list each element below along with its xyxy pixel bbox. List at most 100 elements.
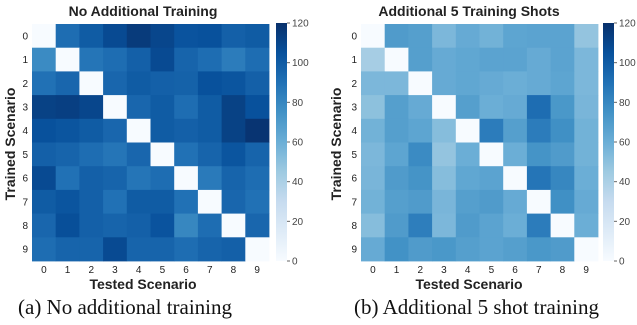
heatmap-cell (55, 47, 80, 72)
heatmap-cell (384, 213, 409, 238)
heatmap-cell (221, 166, 246, 191)
y-tick-label: 0 (22, 31, 28, 42)
heatmap-cell (197, 237, 222, 262)
heatmap-cell (55, 24, 80, 49)
heatmap-cell (455, 166, 480, 191)
x-tick-label: 4 (465, 265, 471, 276)
heatmap-cell (55, 189, 80, 214)
heatmap-cell (174, 166, 199, 191)
y-tick-label: 7 (351, 197, 357, 208)
x-tick-label: 0 (370, 265, 376, 276)
y-tick-label: 4 (351, 126, 357, 137)
heatmap-cell (384, 95, 409, 120)
x-axis-label: Tested Scenario (415, 276, 522, 292)
heatmap-cell (103, 47, 128, 72)
heatmap-cell (361, 24, 386, 49)
heatmap-cell (79, 95, 104, 120)
heatmap-cell (197, 166, 222, 191)
heatmap-cell (197, 189, 222, 214)
heatmap-cell (79, 118, 104, 143)
heatmap-cell (55, 237, 80, 262)
heatmap-panel-left: No Additional Training 0 1 2 3 4 5 6 7 8 9 0 1 2 3 4 5… (2, 3, 309, 292)
heatmap-cell (32, 24, 57, 49)
heatmap-cell (221, 237, 246, 262)
heatmap-cell (361, 47, 386, 72)
colorbar-ticks: 0 20 40 60 80 100 120 (614, 19, 636, 268)
heatmap-cell (103, 237, 128, 262)
colorbar-tick-label: 60 (619, 138, 631, 149)
heatmap-cell (150, 237, 175, 262)
colorbar-tick-label: 0 (619, 257, 625, 268)
heatmap-cell (574, 189, 599, 214)
heatmap-cell (245, 189, 270, 214)
heatmap-cell (103, 24, 128, 49)
heatmap-cell (526, 166, 551, 191)
heatmap-cell (526, 213, 551, 238)
colorbar: 0 20 40 60 80 100 120 (603, 19, 636, 268)
heatmap-cell (32, 213, 57, 238)
heatmap-cell (574, 118, 599, 143)
heatmap-cell (432, 24, 457, 49)
heatmap-cell (479, 237, 504, 262)
heatmap-cell (384, 189, 409, 214)
heatmap-cell (384, 71, 409, 96)
heatmap-cell (503, 118, 528, 143)
heatmap-cell (221, 118, 246, 143)
heatmap-cell (32, 118, 57, 143)
colorbar-tick-label: 40 (292, 177, 304, 188)
heatmap-cell (103, 189, 128, 214)
heatmap-cell (432, 118, 457, 143)
y-tick-label: 6 (351, 174, 357, 185)
heatmap-cells (32, 24, 270, 262)
heatmap-cell (32, 237, 57, 262)
heatmap-cell (126, 213, 151, 238)
heatmap-cell (221, 24, 246, 49)
heatmap-cell (479, 118, 504, 143)
heatmap-cell (455, 237, 480, 262)
heatmap-cell (126, 47, 151, 72)
heatmap-cell (550, 166, 575, 191)
colorbar-tick-label: 60 (292, 138, 304, 149)
heatmap-cell (361, 118, 386, 143)
heatmap-panel-right: Additional 5 Training Shots 0 1 2 3 4 5 6 7 8 9 0… (328, 3, 636, 292)
heatmap-cell (479, 189, 504, 214)
heatmap-cell (384, 118, 409, 143)
heatmap-cell (174, 47, 199, 72)
heatmap-cell (79, 47, 104, 72)
heatmap-cell (221, 189, 246, 214)
heatmap-cell (408, 166, 433, 191)
x-tick-label: 6 (512, 265, 518, 276)
heatmap-cell (174, 142, 199, 167)
heatmap-cell (503, 95, 528, 120)
x-tick-label: 5 (160, 265, 166, 276)
heatmap-cell (408, 95, 433, 120)
heatmap-cell (503, 47, 528, 72)
x-tick-label: 2 (88, 265, 94, 276)
heatmap-cell (126, 237, 151, 262)
colorbar-tick-label: 100 (292, 58, 309, 69)
colorbar-tick-label: 120 (292, 19, 309, 30)
heatmap-cell (103, 166, 128, 191)
heatmap-cell (550, 118, 575, 143)
heatmap-cell (103, 213, 128, 238)
heatmap-cell (245, 95, 270, 120)
y-tick-labels: 0 1 2 3 4 5 6 7 8 9 (22, 31, 28, 255)
heatmap-cell (32, 189, 57, 214)
heatmap-cell (455, 47, 480, 72)
heatmap-cell (361, 213, 386, 238)
heatmap-cell (150, 24, 175, 49)
colorbar-tick-label: 80 (619, 98, 631, 109)
heatmap-cell (55, 95, 80, 120)
x-tick-label: 2 (417, 265, 423, 276)
heatmap-cell (455, 24, 480, 49)
heatmap-cell (479, 142, 504, 167)
colorbar-ticks: 0 20 40 60 80 100 120 (287, 19, 309, 268)
heatmap-cell (361, 142, 386, 167)
x-tick-label: 8 (231, 265, 237, 276)
heatmap-cell (55, 213, 80, 238)
colorbar-tick-label: 20 (292, 217, 304, 228)
heatmap-cell (432, 213, 457, 238)
heatmap-cell (79, 71, 104, 96)
heatmap-cell (361, 237, 386, 262)
colorbar-tick-label: 40 (619, 177, 631, 188)
